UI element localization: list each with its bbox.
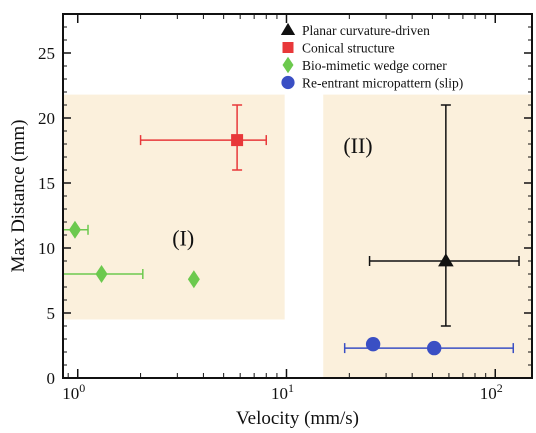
data-point-square: [231, 134, 244, 147]
regions: [63, 94, 532, 378]
y-axis-label: Max Distance (mm): [8, 119, 29, 272]
legend-label: Re-entrant micropattern (slip): [302, 76, 463, 91]
data-point-triangle: [438, 253, 454, 267]
legend-marker-diamond: [282, 56, 294, 74]
region-2-label: (II): [343, 133, 372, 158]
region-1-box: [63, 94, 285, 320]
data-point-diamond: [187, 270, 200, 289]
y-tick-label: 10: [38, 239, 55, 258]
data-point-circle: [365, 337, 381, 352]
legend-marker-triangle: [280, 22, 296, 35]
x-tick-label: 101: [271, 381, 294, 403]
y-tick-label: 5: [47, 304, 56, 323]
x-tick-label: 100: [62, 381, 85, 403]
legend-label: Bio-mimetic wedge corner: [302, 58, 447, 73]
legend-marker-square: [282, 42, 294, 53]
y-tick-label: 20: [38, 109, 55, 128]
data-point-circle: [426, 340, 442, 356]
plot-frame: [62, 13, 533, 379]
data-markers: [68, 134, 454, 356]
legend-label: Conical structure: [302, 41, 395, 56]
region-labels: (I) (II): [172, 133, 372, 250]
x-tick-label: 102: [480, 381, 503, 403]
data-point-diamond: [68, 220, 81, 239]
y-tick-label: 25: [38, 44, 55, 63]
data-point-diamond: [95, 265, 108, 283]
x-axis-label: Velocity (mm/s): [236, 408, 359, 429]
legend: Planar curvature-driven Conical structure…: [280, 22, 463, 91]
tick-labels: 0 5 10 15 20 25 100 101 102: [38, 44, 503, 403]
legend-marker-circle: [281, 75, 295, 90]
axis-ticks: [63, 14, 532, 379]
region-2-box: [323, 94, 532, 378]
region-1-label: (I): [172, 225, 194, 250]
y-tick-label: 15: [38, 174, 55, 193]
y-tick-label: 0: [47, 369, 56, 388]
legend-label: Planar curvature-driven: [302, 23, 430, 38]
